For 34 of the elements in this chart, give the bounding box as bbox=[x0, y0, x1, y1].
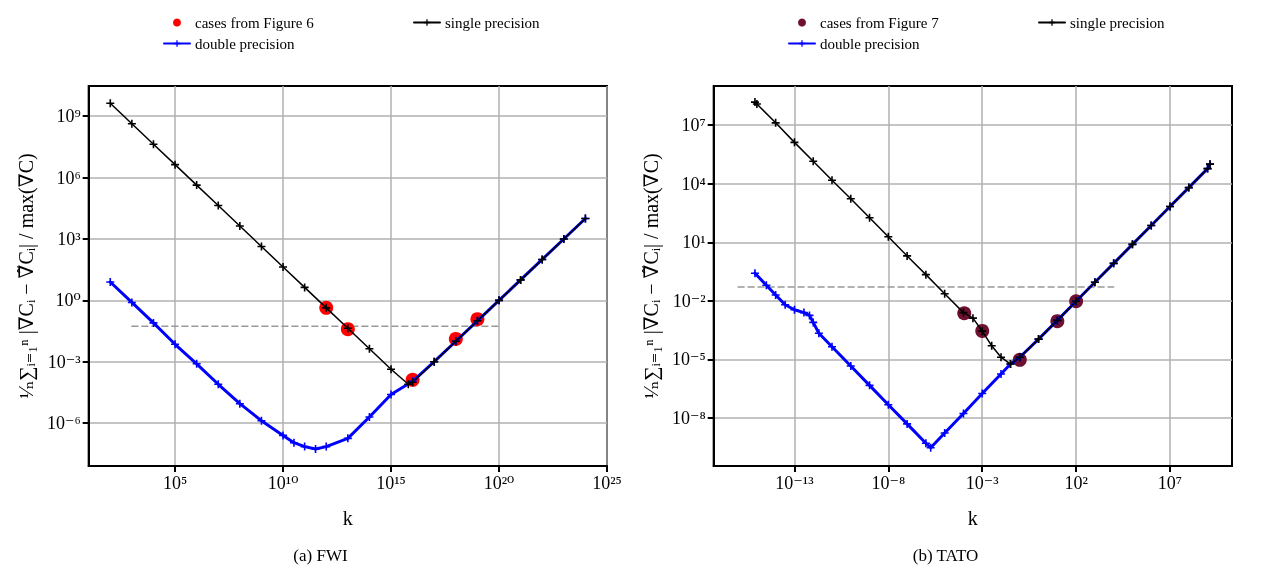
y-tick-label: 10⁹ bbox=[56, 106, 81, 127]
x-tick-label: 10² bbox=[1064, 473, 1088, 493]
y-tick-label: 10⁷ bbox=[681, 115, 706, 136]
text: (a) FWI bbox=[293, 546, 348, 565]
x-tick-label: 10⁻¹³ bbox=[775, 473, 815, 493]
x-tick-label: 10⁷ bbox=[1157, 473, 1183, 493]
x-tick-label: 10⁵ bbox=[162, 473, 188, 493]
x-tick-label: 10²⁵ bbox=[592, 473, 622, 493]
y-tick-label: 10⁰ bbox=[55, 290, 81, 311]
x-tick-label: 10⁻³ bbox=[965, 473, 1000, 493]
legend-label: single precision bbox=[445, 14, 541, 31]
y-tick-label: 10⁻² bbox=[672, 290, 706, 311]
legend-label: single precision bbox=[1070, 14, 1166, 31]
x-tick-label: 10⁻⁸ bbox=[871, 473, 906, 493]
legend-label: double precision bbox=[195, 35, 296, 52]
y-tick-label: 10³ bbox=[57, 228, 82, 249]
y-tick-label: 10⁻⁶ bbox=[46, 413, 81, 434]
legend-label: cases from Figure 7 bbox=[820, 14, 940, 31]
y-axis-title: ¹⁄ₙ∑ᵢ₌₁ⁿ |∇Cᵢ − ∇̃Cᵢ| / max(∇C) bbox=[15, 153, 38, 399]
y-tick-label: 10⁻⁵ bbox=[671, 349, 706, 370]
y-tick-label: 10⁴ bbox=[681, 173, 706, 194]
x-axis-title: k bbox=[967, 507, 978, 529]
x-tick-label: 10²⁰ bbox=[483, 473, 515, 493]
x-tick-label: 10¹⁵ bbox=[376, 473, 406, 493]
x-tick-label: 10¹⁰ bbox=[267, 473, 299, 493]
y-tick-label: 10⁻³ bbox=[47, 351, 82, 372]
y-tick-label: 10⁻⁸ bbox=[671, 408, 706, 429]
legend-label: double precision bbox=[820, 35, 921, 52]
y-axis-title: ¹⁄ₙ∑ᵢ₌₁ⁿ |∇Cᵢ − ∇̃Cᵢ| / max(∇C) bbox=[640, 153, 663, 399]
y-tick-label: 10⁶ bbox=[56, 167, 81, 188]
legend-label: cases from Figure 6 bbox=[195, 14, 315, 31]
x-axis-title: k bbox=[342, 507, 353, 529]
y-tick-label: 10¹ bbox=[682, 232, 706, 253]
text: (b) TATO bbox=[912, 546, 979, 565]
